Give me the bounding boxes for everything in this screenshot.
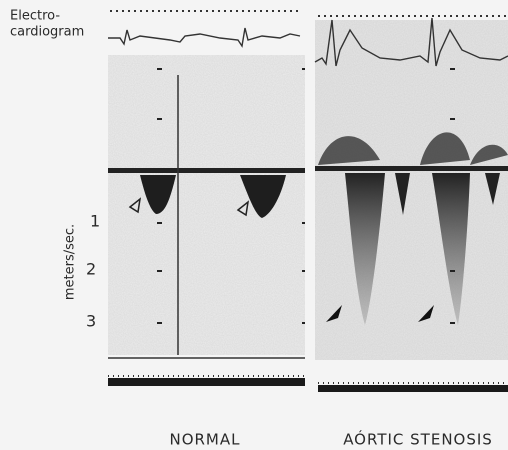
panel-label: AÓRTIC STENOSIS	[343, 430, 493, 449]
ecg-label: Electro-	[10, 9, 60, 24]
panel-label: NORMAL	[169, 431, 240, 449]
noise	[315, 20, 508, 360]
axis-title: meters/sec.	[63, 224, 78, 300]
scale-label: 3	[86, 312, 96, 331]
baseline	[108, 168, 305, 173]
time-ruler	[108, 378, 305, 386]
doppler-figure: Electro- cardiogram meters/sec. 1 2 3 NO…	[0, 0, 508, 450]
time-ruler	[318, 385, 508, 392]
scale-label: 2	[86, 260, 96, 279]
noise	[108, 55, 305, 355]
scale-label: 1	[90, 212, 100, 231]
ecg-label: cardiogram	[10, 25, 84, 40]
baseline	[315, 166, 508, 171]
